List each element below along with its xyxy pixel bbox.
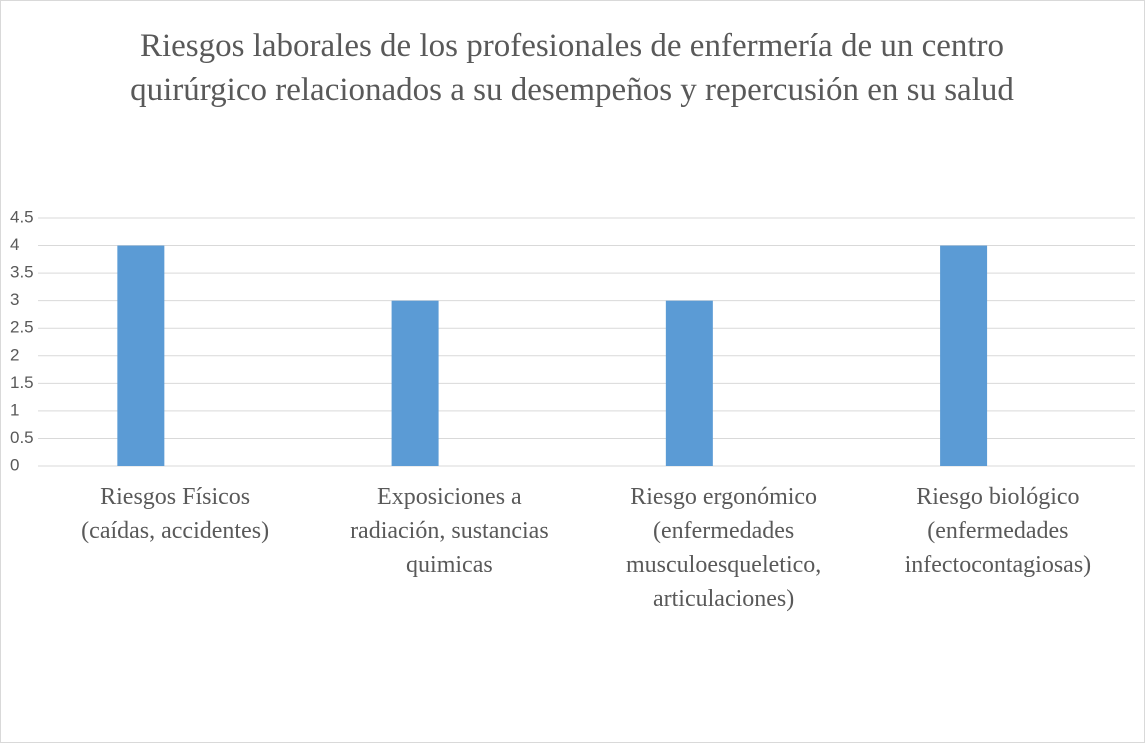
y-tick-label: 4.5 (10, 207, 34, 226)
y-tick-label: 1 (10, 400, 19, 419)
x-tick-label: Exposiciones a radiación, sustancias qui… (350, 484, 549, 578)
y-tick-label: 0.5 (10, 428, 34, 447)
y-tick-label: 2 (10, 345, 19, 364)
bar (665, 300, 713, 466)
x-tick-label: Riesgos Físicos (caídas, accidentes) (81, 484, 270, 544)
y-tick-label: 0 (10, 455, 19, 474)
bar (391, 300, 439, 466)
y-tick-label: 4 (10, 235, 19, 254)
bar (940, 245, 988, 466)
y-tick-label: 2.5 (10, 318, 34, 337)
y-tick-label: 1.5 (10, 373, 34, 392)
y-tick-label: 3.5 (10, 263, 34, 282)
chart-title: Riesgos laborales de los profesionales d… (130, 28, 1014, 108)
x-tick-label: Riesgo biológico (enfermedades infectoco… (904, 484, 1092, 578)
y-tick-label: 3 (10, 290, 19, 309)
bar (117, 245, 165, 466)
x-tick-label: Riesgo ergonómico (enfermedades musculoe… (625, 484, 822, 612)
